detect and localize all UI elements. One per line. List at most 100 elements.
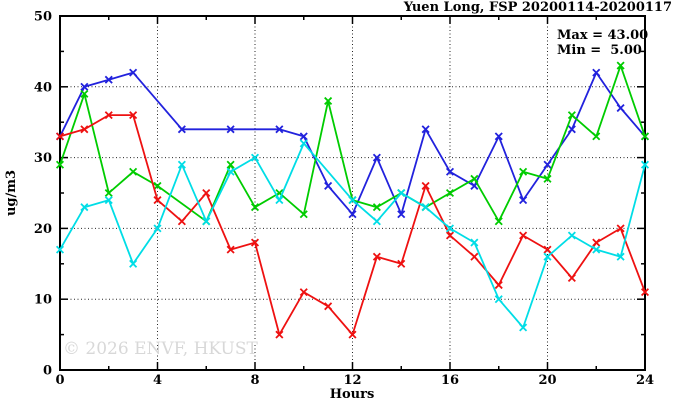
series-red-marker <box>372 252 381 261</box>
y-tick-label: 10 <box>34 293 52 308</box>
series-blue-marker <box>129 68 138 77</box>
x-tick-label: 0 <box>55 373 64 388</box>
series-blue-marker <box>177 125 186 134</box>
series-blue-marker <box>519 196 528 205</box>
series-blue-marker <box>299 132 308 141</box>
series-blue-marker <box>592 68 601 77</box>
series-red-marker <box>202 188 211 198</box>
series-blue-marker <box>275 125 284 134</box>
series-blue-marker <box>567 125 576 134</box>
series-green-marker <box>445 188 455 198</box>
series-red-marker <box>250 238 260 247</box>
series-cyan-marker <box>177 160 186 169</box>
series-cyan-marker <box>348 196 357 205</box>
series-green-marker <box>616 61 625 70</box>
series-green-marker <box>129 167 138 176</box>
series-cyan-marker <box>445 224 455 233</box>
series-green-marker <box>640 132 650 141</box>
series-blue-marker <box>543 160 552 169</box>
series-green-marker <box>55 160 65 169</box>
series-blue-marker <box>80 82 89 91</box>
series-green-marker <box>494 217 503 226</box>
series-cyan-marker <box>397 188 406 198</box>
series-red-marker <box>567 273 576 282</box>
series-green-marker <box>543 174 552 183</box>
series-blue-marker <box>397 210 406 219</box>
x-axis-label: Hours <box>330 387 375 402</box>
chart-title: Yuen Long, FSP 20200114-20200117 <box>403 0 672 15</box>
series-green-marker <box>372 203 381 212</box>
series-cyan-marker <box>592 245 601 254</box>
series-red-marker <box>80 125 89 134</box>
series-cyan-marker <box>567 231 576 240</box>
series-red-marker <box>543 245 552 254</box>
series-red-marker <box>129 111 138 120</box>
x-tick-label: 12 <box>343 373 361 388</box>
series-red-marker <box>397 259 406 268</box>
series-blue-marker <box>348 210 357 219</box>
x-tick-label: 4 <box>153 373 162 388</box>
series-blue-marker <box>226 125 235 134</box>
series-cyan-marker <box>543 252 552 261</box>
series-red-marker <box>616 224 625 233</box>
series-red-line <box>59 114 646 336</box>
series-red-marker <box>104 111 113 120</box>
y-tick-label: 20 <box>34 222 52 237</box>
series-green-marker <box>153 181 162 190</box>
series-red-marker <box>494 281 503 290</box>
series-red-marker <box>324 302 333 311</box>
series-cyan-marker <box>80 203 89 212</box>
series-cyan-marker <box>470 238 479 247</box>
series-blue-marker <box>445 167 455 176</box>
chart-plot-area: 0 4 8 12 16 20 24 0 10 20 30 40 50 <box>34 10 654 389</box>
series-green-marker <box>299 210 308 219</box>
series-red-marker <box>299 288 308 297</box>
y-axis-label: ug/m3 <box>4 170 19 216</box>
max-annotation: Max = 43.00 <box>557 28 648 43</box>
series-red-marker <box>445 231 455 240</box>
series-cyan-marker <box>421 203 430 212</box>
series-cyan-marker <box>640 160 650 169</box>
x-tick-label: 24 <box>636 373 654 388</box>
series-red-marker <box>470 252 479 261</box>
series-cyan-marker <box>226 167 235 176</box>
series-red-marker <box>177 217 186 226</box>
y-tick-label: 50 <box>34 10 52 25</box>
series-cyan-marker <box>275 196 284 205</box>
series-red-marker <box>640 288 650 297</box>
series-cyan-marker <box>153 224 162 233</box>
series-green-marker <box>104 188 113 198</box>
series-cyan-marker <box>129 259 138 268</box>
series-green-marker <box>519 167 528 176</box>
series-blue-marker <box>372 153 381 162</box>
min-annotation: Min = 5.00 <box>557 43 642 58</box>
watermark: © 2026 ENVF, HKUST <box>63 339 258 359</box>
x-tick-label: 8 <box>250 373 259 388</box>
series-cyan-marker <box>372 217 381 226</box>
x-tick-label: 16 <box>441 373 459 388</box>
series-cyan-marker <box>616 252 625 261</box>
series-red-marker <box>275 330 284 339</box>
series-green-marker <box>592 132 601 141</box>
series-red-marker <box>348 330 357 339</box>
series-cyan-marker <box>519 323 528 332</box>
series-green-marker <box>324 96 333 105</box>
series-blue-marker <box>421 125 430 134</box>
x-tick-label: 20 <box>538 373 556 388</box>
series-cyan-marker <box>202 217 211 226</box>
y-tick-label: 0 <box>43 364 52 379</box>
series-red-marker <box>421 181 430 190</box>
series-green-marker <box>470 174 479 183</box>
series-cyan-marker <box>250 153 260 162</box>
y-tick-label: 30 <box>34 151 52 166</box>
series-green-marker <box>226 160 235 169</box>
series-cyan-marker <box>494 295 503 304</box>
series-green-marker <box>567 111 576 120</box>
series-red-marker <box>519 231 528 240</box>
series-blue-marker <box>104 75 113 84</box>
series-green-marker <box>250 203 260 212</box>
series-red-marker <box>592 238 601 247</box>
series-cyan-marker <box>299 139 308 148</box>
series-red-marker <box>226 245 235 254</box>
